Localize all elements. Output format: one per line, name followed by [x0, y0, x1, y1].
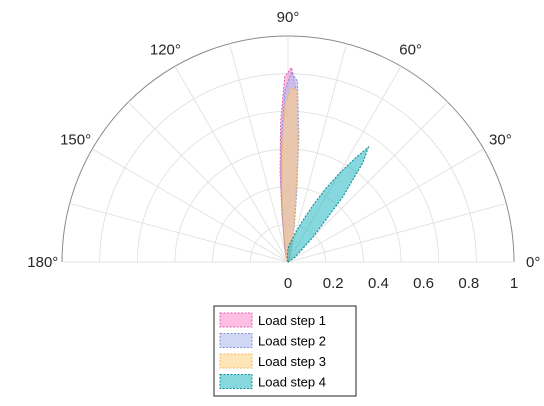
radial-tick-label: 0: [284, 275, 292, 292]
angle-tick-label: 120°: [150, 42, 181, 59]
angle-tick-label: 60°: [399, 42, 422, 59]
legend-swatch: [219, 312, 253, 328]
grid-spoke: [229, 43, 289, 263]
grid-spoke: [287, 43, 347, 263]
legend-label: Load step 1: [258, 313, 326, 328]
radial-tick-label: 0.4: [368, 275, 389, 292]
legend-swatch: [219, 353, 253, 369]
grid-spoke: [287, 203, 507, 263]
grid-spoke: [127, 101, 289, 263]
grid-spoke: [174, 66, 289, 263]
grid-spoke: [287, 101, 449, 263]
angle-tick-label: 0°: [526, 254, 540, 271]
angle-tick-label: 30°: [489, 131, 512, 148]
legend-label: Load step 3: [258, 354, 326, 369]
grid-spoke: [287, 148, 484, 263]
legend-label: Load step 4: [258, 375, 326, 390]
grid-spoke: [92, 148, 289, 263]
angle-tick-label: 150°: [60, 131, 91, 148]
radial-tick-label: 1: [510, 275, 518, 292]
tick-layer: 0° 30° 60° 90° 120° 150° 180° 0 0.2 0.4 0.6 0.8 1: [27, 9, 540, 292]
series-layer: [279, 66, 370, 264]
legend-swatch: [219, 333, 253, 348]
radial-tick-label: 0.8: [458, 275, 479, 292]
legend: Load step 1 Load step 2 Load step 3 Load st…: [213, 305, 357, 397]
legend-label: Load step 2: [258, 334, 326, 349]
radial-tick-label: 0.2: [323, 275, 344, 292]
legend-swatch: [219, 374, 253, 389]
radial-tick-label: 0.6: [413, 275, 434, 292]
series-area-4: [286, 145, 370, 263]
angle-tick-label: 180°: [27, 254, 58, 271]
angle-tick-label: 90°: [277, 9, 300, 26]
grid-spoke: [69, 203, 289, 263]
